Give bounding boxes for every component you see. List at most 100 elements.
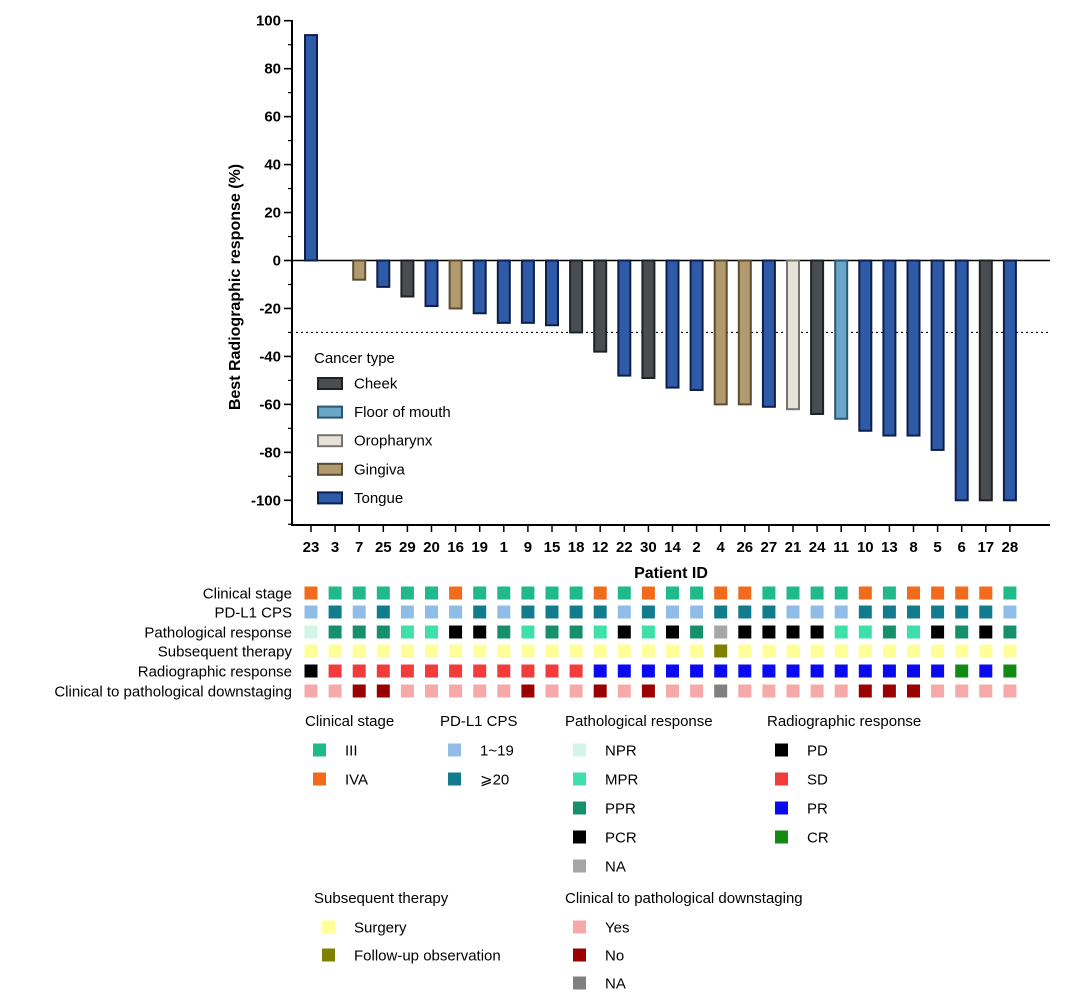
key-title: Clinical to pathological downstaging bbox=[565, 890, 803, 907]
key-label: III bbox=[345, 743, 358, 760]
x-tick-label: 22 bbox=[616, 539, 633, 556]
heatmap-cell-therapy bbox=[328, 644, 342, 658]
heatmap-cell-therapy bbox=[762, 644, 776, 658]
x-tick-label: 27 bbox=[761, 539, 778, 556]
heatmap-cell-path bbox=[786, 625, 800, 639]
heatmap-cell-radio bbox=[907, 664, 920, 678]
y-tick-label: 20 bbox=[264, 205, 281, 222]
x-tick-label: 25 bbox=[375, 539, 392, 556]
legend-label: Floor of mouth bbox=[354, 404, 451, 421]
heatmap-cell-radio bbox=[617, 664, 631, 678]
bar-patient-30 bbox=[641, 259, 656, 380]
heatmap-cell-therapy bbox=[617, 644, 631, 658]
x-tick-label: 11 bbox=[833, 539, 849, 556]
heatmap-cell-cps bbox=[762, 605, 776, 619]
key-label: Yes bbox=[605, 920, 629, 937]
key-swatch-path bbox=[573, 772, 586, 786]
heatmap-cell-cps bbox=[786, 605, 800, 619]
heatmap-cell-path bbox=[400, 625, 414, 639]
heatmap-cell-down bbox=[931, 684, 945, 698]
heatmap-cell-radio bbox=[376, 664, 390, 678]
legend-label: Tongue bbox=[354, 490, 403, 507]
heatmap-cell-therapy bbox=[931, 644, 945, 658]
heatmap-cell-cps bbox=[714, 605, 728, 619]
heatmap-cell-stage bbox=[714, 586, 728, 600]
heatmap-cell-path bbox=[834, 625, 848, 639]
heatmap-cell-cps bbox=[979, 605, 993, 619]
heatmap-cell-therapy bbox=[955, 644, 969, 658]
annotation-keys: Clinical stage III IVA PD-L1 CPS 1~19 ⩾20 Path… bbox=[305, 713, 921, 993]
heatmap-cell-therapy bbox=[352, 644, 366, 658]
heatmap-cell-therapy bbox=[593, 644, 607, 658]
heatmap-cell-path bbox=[497, 625, 511, 639]
heatmap-cell-path bbox=[690, 625, 704, 639]
heatmap-cell-radio bbox=[641, 664, 655, 678]
heatmap-cell-down bbox=[352, 684, 366, 698]
heatmap-cell-path bbox=[955, 625, 969, 639]
heatmap-cell-radio bbox=[569, 664, 583, 678]
heatmap-cell-path bbox=[304, 625, 318, 639]
x-tick-label: 5 bbox=[933, 539, 941, 556]
heatmap-row-label: PD-L1 CPS bbox=[214, 605, 292, 622]
heatmap-cell-cps bbox=[328, 605, 342, 619]
heatmap-cell-stage bbox=[352, 586, 366, 600]
x-tick-label: 9 bbox=[524, 539, 532, 556]
heatmap-cell-cps bbox=[738, 605, 752, 619]
heatmap-cell-path bbox=[858, 625, 872, 639]
bar-patient-29 bbox=[400, 259, 415, 298]
heatmap-cell-therapy bbox=[497, 644, 511, 658]
heatmap-cell-path bbox=[1003, 625, 1017, 639]
heatmap-cell-down bbox=[617, 684, 631, 698]
heatmap-cell-path bbox=[425, 625, 438, 639]
heatmap-cell-radio bbox=[521, 664, 535, 678]
heatmap-cell-stage bbox=[304, 586, 318, 600]
heatmap-cell-cps bbox=[449, 605, 463, 619]
heatmap-cell-therapy bbox=[1003, 644, 1017, 658]
key-swatch-stage bbox=[313, 772, 326, 786]
y-tick-label: 60 bbox=[264, 109, 281, 126]
bar-patient-1 bbox=[496, 259, 511, 324]
y-tick-label: 0 bbox=[273, 253, 281, 270]
x-tick-label: 30 bbox=[640, 539, 657, 556]
legend-swatch-oropharynx bbox=[317, 434, 343, 448]
heatmap-cell-down bbox=[376, 684, 390, 698]
heatmap-cell-cps bbox=[400, 605, 414, 619]
heatmap-cell-cps bbox=[617, 605, 631, 619]
heatmap-cell-stage bbox=[569, 586, 583, 600]
heatmap-cell-down bbox=[473, 684, 487, 698]
y-tick-label: -20 bbox=[259, 300, 281, 317]
heatmap-cell-down bbox=[762, 684, 776, 698]
bar-patient-26 bbox=[737, 259, 752, 406]
heatmap-cell-cps bbox=[376, 605, 390, 619]
bar-patient-28 bbox=[1002, 259, 1017, 502]
x-tick-label: 4 bbox=[717, 539, 726, 556]
key-swatch-cps bbox=[448, 772, 461, 786]
heatmap-cell-cps bbox=[497, 605, 511, 619]
x-tick-label: 7 bbox=[355, 539, 363, 556]
x-tick-label: 18 bbox=[568, 539, 585, 556]
heatmap-cell-down bbox=[521, 684, 535, 698]
heatmap-cell-radio bbox=[497, 664, 511, 678]
heatmap-cell-cps bbox=[858, 605, 872, 619]
heatmap-cell-stage bbox=[762, 586, 776, 600]
heatmap-cell-path bbox=[545, 625, 559, 639]
heatmap-cell-down bbox=[641, 684, 655, 698]
heatmap-cell-path bbox=[473, 625, 487, 639]
heatmap-cell-path bbox=[449, 625, 463, 639]
key-title: PD-L1 CPS bbox=[440, 713, 518, 730]
heatmap-cell-cps bbox=[473, 605, 487, 619]
key-title: Radiographic response bbox=[767, 713, 921, 730]
heatmap-cell-path bbox=[762, 625, 776, 639]
bar-patient-12 bbox=[593, 259, 608, 353]
heatmap-cell-radio bbox=[858, 664, 872, 678]
bar-patient-19 bbox=[472, 259, 487, 315]
heatmap-cell-path bbox=[593, 625, 607, 639]
legend-swatch-cheek bbox=[317, 377, 343, 390]
heatmap-cell-path bbox=[569, 625, 583, 639]
heatmap-cell-down bbox=[979, 684, 993, 698]
y-tick-label: -60 bbox=[259, 396, 281, 413]
y-tick-label: -40 bbox=[259, 348, 281, 365]
bar-patient-6 bbox=[954, 259, 969, 502]
key-swatch-therapy bbox=[322, 920, 335, 934]
